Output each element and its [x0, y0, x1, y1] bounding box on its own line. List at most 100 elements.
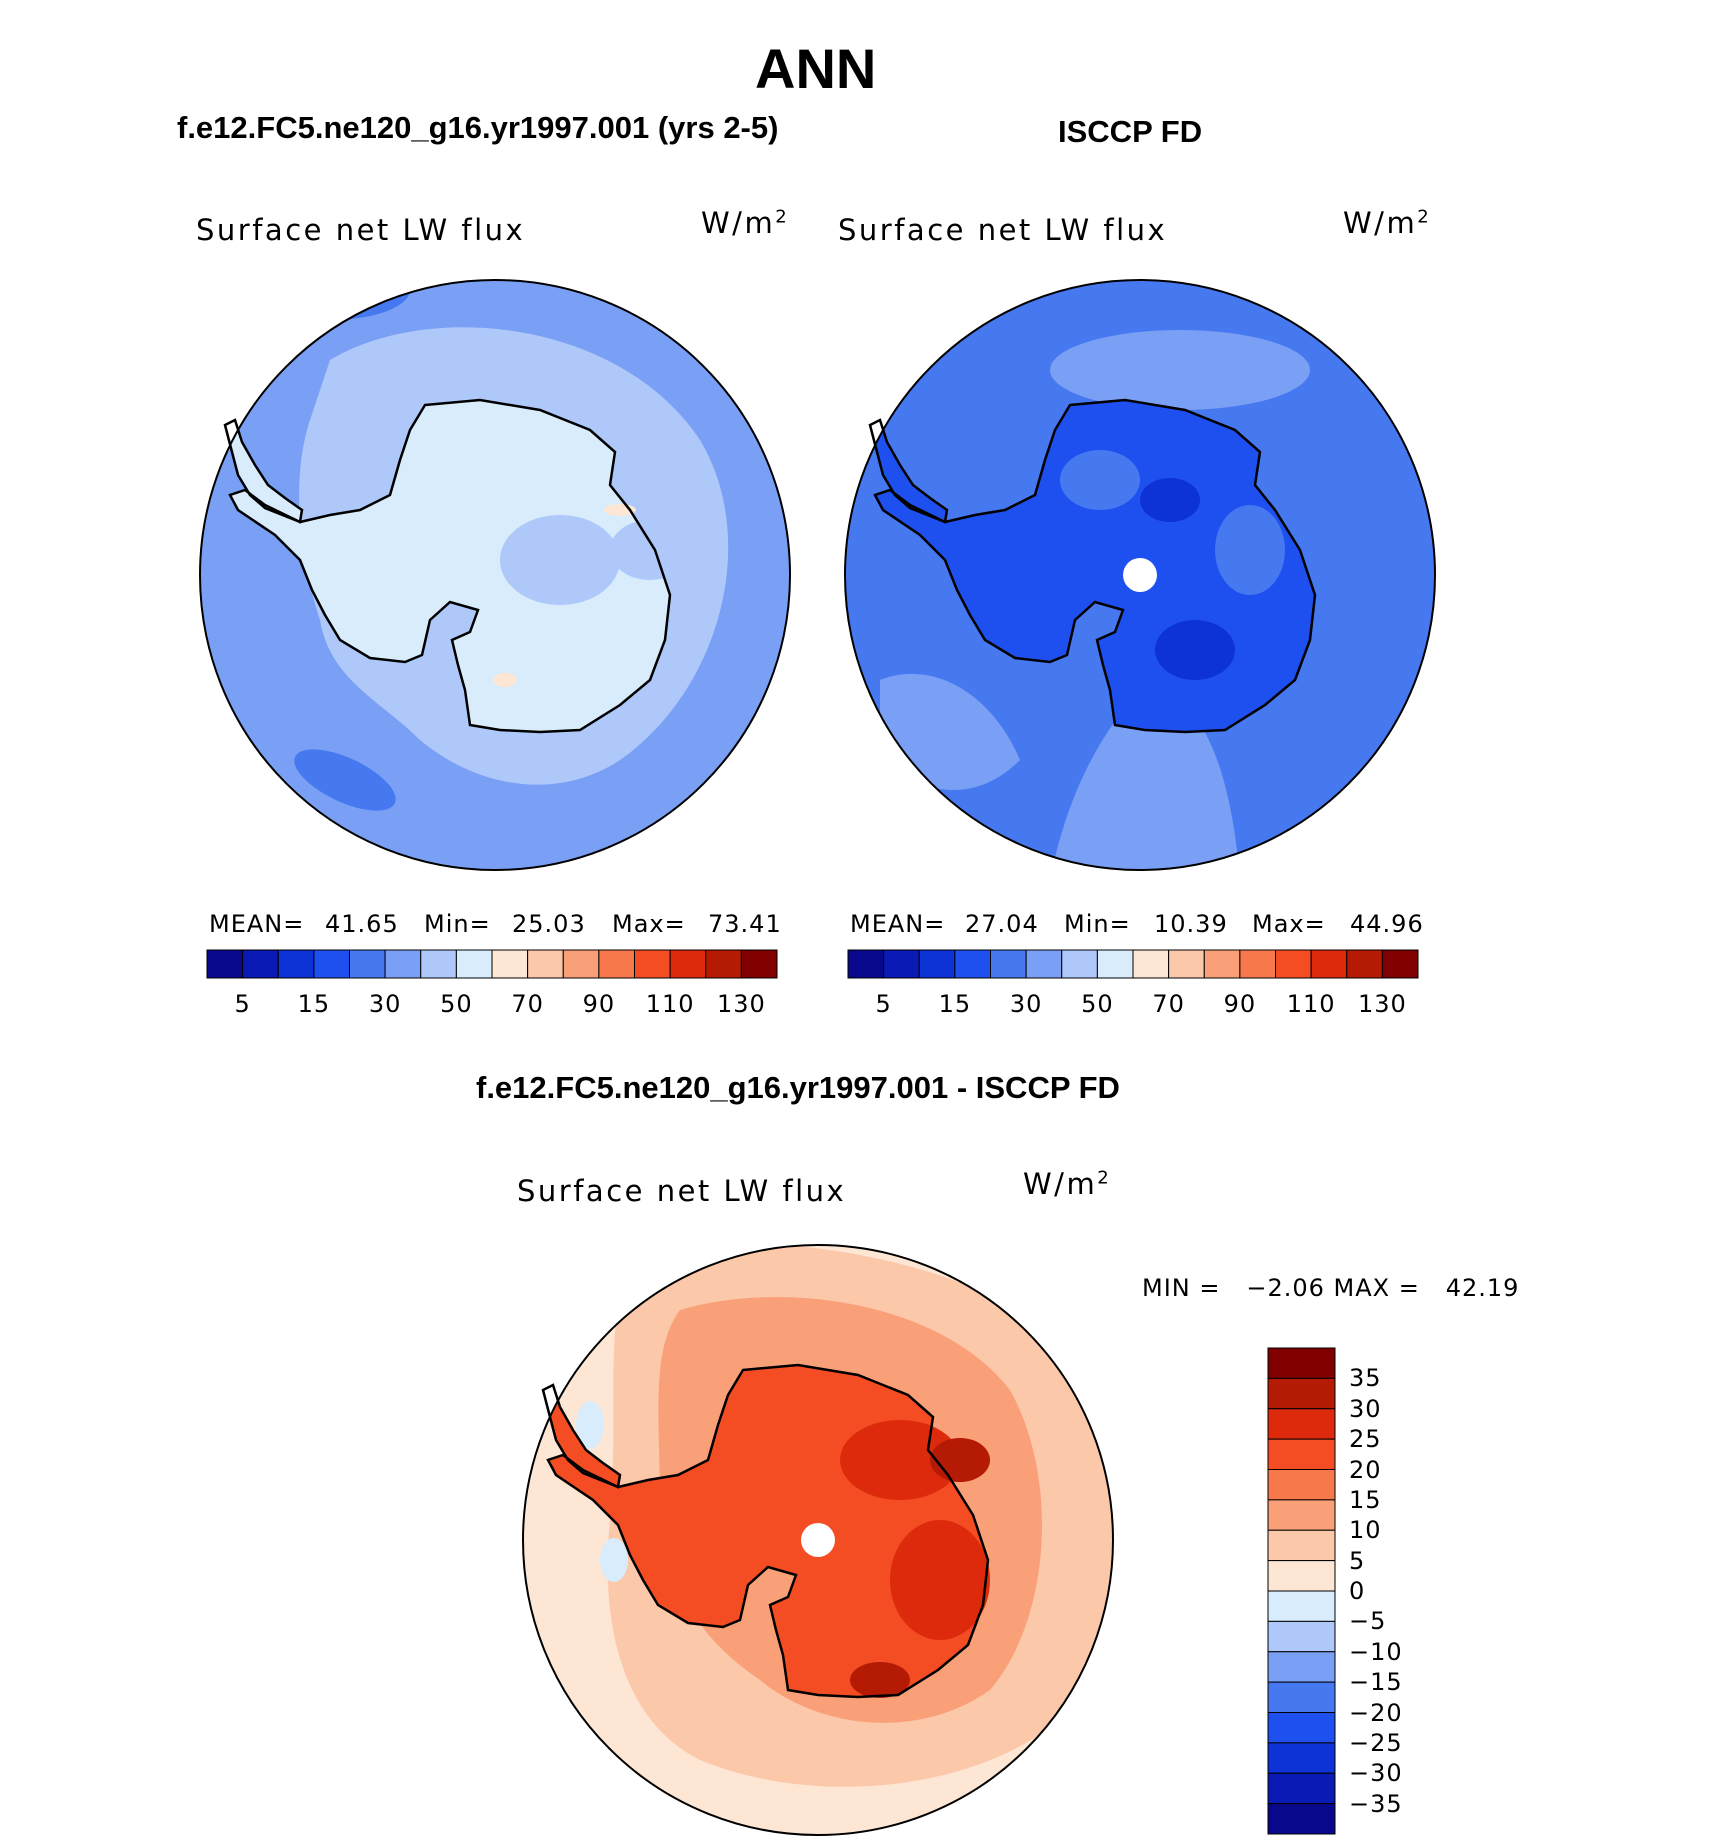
obs-colorbar-swatch [1310, 949, 1348, 979]
model-units-label: W/m2 [701, 206, 790, 240]
diff-map [523, 1245, 1113, 1835]
diff-colorbar-swatch [1267, 1681, 1336, 1713]
diff-map-border [522, 1244, 1114, 1836]
diff-colorbar-swatch [1267, 1620, 1336, 1653]
diff-colorbar-swatch [1267, 1803, 1336, 1835]
diff-colorbar-tick-label: 10 [1349, 1516, 1382, 1545]
diff-colorbar-tick-label: −30 [1349, 1759, 1403, 1788]
diff-colorbar [1267, 1347, 1336, 1835]
obs-colorbar-swatch [847, 949, 885, 979]
model-colorbar-swatch [349, 949, 386, 979]
obs-colorbar-swatch [990, 949, 1027, 979]
obs-colorbar-swatch [1096, 949, 1134, 979]
obs-colorbar-swatch [1381, 949, 1419, 979]
diff-colorbar-tick-label: 20 [1349, 1455, 1382, 1484]
obs-variable-label: Surface net LW flux [838, 213, 1168, 247]
model-colorbar-swatch [242, 949, 279, 979]
page-title: ANN [755, 37, 877, 100]
obs-colorbar-tick-label: 130 [1357, 990, 1407, 1018]
model-mean-value: 41.65 [325, 910, 399, 938]
obs-colorbar-tick-label: 50 [1081, 990, 1114, 1018]
model-max-value: 73.41 [708, 910, 782, 938]
obs-pole-hole [1123, 558, 1157, 592]
diff-colorbar-swatch [1267, 1438, 1336, 1470]
model-colorbar-tick-label: 90 [582, 990, 616, 1018]
diff-variable-label: Surface net LW flux [517, 1174, 847, 1208]
model-min-label: Min= [424, 910, 491, 938]
model-min-value: 25.03 [512, 910, 586, 938]
diff-colorbar-tick-label: 15 [1349, 1485, 1382, 1514]
model-colorbar-swatch [313, 949, 350, 979]
model-colorbar-swatch [705, 949, 742, 979]
diff-units-label: W/m2 [1023, 1167, 1112, 1201]
right-panel-title: ISCCP FD [1058, 114, 1203, 149]
diff-panel-title: f.e12.FC5.ne120_g16.yr1997.001 - ISCCP F… [476, 1070, 1120, 1105]
obs-colorbar-tick-label: 30 [1009, 990, 1043, 1018]
obs-colorbar-swatch [1275, 949, 1312, 979]
model-colorbar-swatch [455, 949, 493, 979]
diff-colorbar-swatch [1267, 1347, 1336, 1379]
obs-colorbar-swatch [1203, 949, 1241, 979]
diff-colorbar-tick-label: −10 [1349, 1637, 1403, 1666]
obs-colorbar-tick-label: 15 [938, 990, 972, 1018]
obs-units-label: W/m2 [1343, 206, 1432, 240]
model-colorbar-swatch [277, 949, 315, 979]
diff-colorbar-swatch [1267, 1408, 1336, 1440]
left-panel-title: f.e12.FC5.ne120_g16.yr1997.001 (yrs 2-5) [177, 110, 779, 145]
model-map-border [199, 279, 791, 871]
model-colorbar-tick-label: 70 [511, 990, 544, 1018]
diff-colorbar-swatch [1267, 1499, 1336, 1531]
obs-colorbar-swatch [1061, 949, 1098, 979]
obs-map-border [844, 279, 1436, 871]
obs-colorbar-swatch [1132, 949, 1170, 979]
obs-colorbar-tick-label: 90 [1223, 990, 1257, 1018]
obs-colorbar-swatch [1346, 949, 1383, 979]
obs-colorbar-swatch [1239, 949, 1276, 979]
model-colorbar-tick-label: 50 [440, 990, 473, 1018]
obs-colorbar-swatch [918, 949, 956, 979]
diff-colorbar-tick-label: −20 [1349, 1698, 1403, 1727]
obs-colorbar-tick-label: 110 [1286, 990, 1336, 1018]
obs-colorbar-swatch [883, 949, 920, 979]
diff-colorbar-tick-label: −15 [1349, 1668, 1403, 1697]
diff-colorbar-tick-label: 5 [1349, 1546, 1366, 1575]
diff-colorbar-swatch [1267, 1469, 1336, 1501]
obs-colorbar-tick-label: 70 [1152, 990, 1185, 1018]
model-colorbar-swatch [740, 949, 778, 979]
model-colorbar-tick-label: 130 [716, 990, 766, 1018]
model-mean-label: MEAN= [209, 910, 305, 938]
obs-colorbar-tick-label: 5 [875, 990, 892, 1018]
obs-max-label: Max= [1252, 910, 1326, 938]
diff-colorbar-swatch [1267, 1712, 1336, 1744]
obs-min-label: Min= [1064, 910, 1131, 938]
diff-colorbar-swatch [1267, 1742, 1336, 1774]
diff-colorbar-tick-label: −35 [1349, 1789, 1403, 1818]
obs-colorbar-swatch [1168, 949, 1205, 979]
model-colorbar-tick-label: 110 [645, 990, 695, 1018]
obs-colorbar [847, 949, 1419, 979]
diff-colorbar-swatch [1267, 1772, 1336, 1805]
model-colorbar-swatch [634, 949, 671, 979]
model-map [200, 280, 790, 870]
diff-colorbar-tick-label: 30 [1349, 1394, 1382, 1423]
obs-max-value: 44.96 [1350, 910, 1424, 938]
diff-colorbar-swatch [1267, 1377, 1336, 1410]
diff-colorbar-swatch [1267, 1560, 1336, 1592]
model-colorbar-swatch [598, 949, 635, 979]
diff-colorbar-tick-label: 35 [1349, 1364, 1382, 1393]
model-colorbar-swatch [206, 949, 244, 979]
model-colorbar [206, 949, 778, 979]
model-colorbar-tick-label: 30 [368, 990, 402, 1018]
model-colorbar-swatch [562, 949, 600, 979]
diff-colorbar-swatch [1267, 1651, 1336, 1683]
obs-mean-value: 27.04 [965, 910, 1039, 938]
model-colorbar-swatch [527, 949, 564, 979]
model-colorbar-swatch [384, 949, 422, 979]
model-max-label: Max= [612, 910, 686, 938]
model-colorbar-tick-label: 15 [297, 990, 331, 1018]
diff-colorbar-swatch [1267, 1590, 1336, 1622]
model-colorbar-swatch [669, 949, 707, 979]
diff-colorbar-swatch [1267, 1529, 1336, 1562]
diff-minmax-text: MIN = −2.06 MAX = 42.19 [1142, 1274, 1520, 1302]
